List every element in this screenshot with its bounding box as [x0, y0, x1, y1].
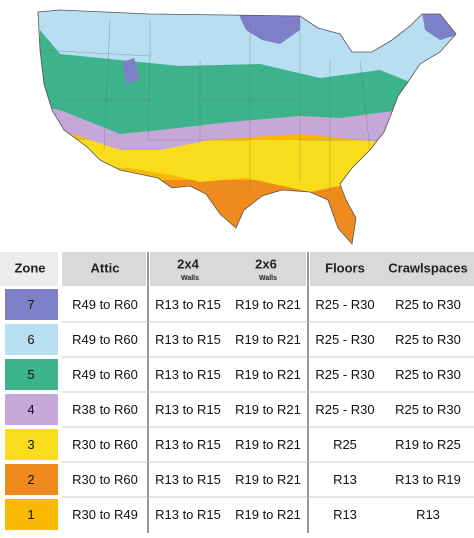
- map-zone: [38, 180, 456, 244]
- header-cell: [0, 252, 58, 286]
- zone-swatch: [5, 324, 58, 355]
- zone-swatch: [5, 464, 58, 495]
- cell-walls-2x4: R13 to R15: [155, 367, 221, 382]
- header-cell: [310, 252, 474, 286]
- cell-crawlspaces: R13: [416, 507, 440, 522]
- cell-walls-2x4: R13 to R15: [155, 472, 221, 487]
- zone-swatch: [5, 499, 58, 530]
- cell-walls-2x4: R13 to R15: [155, 437, 221, 452]
- cell-attic: R49 to R60: [72, 297, 138, 312]
- zone-label: 3: [27, 437, 34, 452]
- cell-floors: R13: [333, 472, 357, 487]
- cell-walls-2x6: R19 to R21: [235, 437, 301, 452]
- cell-attic: R38 to R60: [72, 402, 138, 417]
- cell-floors: R25: [333, 437, 357, 452]
- zone-label: 6: [27, 332, 34, 347]
- cell-crawlspaces: R25 to R30: [395, 332, 461, 347]
- cell-walls-2x4: R13 to R15: [155, 507, 221, 522]
- header-2x6-sub: Walls: [259, 275, 277, 282]
- header-cell: [62, 252, 146, 286]
- climate-map: [38, 10, 456, 244]
- cell-attic: R30 to R60: [72, 472, 138, 487]
- header-2x6: 2x6: [255, 256, 277, 271]
- zone-label: 4: [27, 402, 34, 417]
- cell-crawlspaces: R19 to R25: [395, 437, 461, 452]
- cell-attic: R30 to R60: [72, 437, 138, 452]
- zone-label: 2: [27, 472, 34, 487]
- header-cell: [150, 252, 306, 286]
- cell-walls-2x6: R19 to R21: [235, 367, 301, 382]
- cell-attic: R49 to R60: [72, 367, 138, 382]
- header-crawlspaces: Crawlspaces: [388, 260, 468, 275]
- cell-crawlspaces: R13 to R19: [395, 472, 461, 487]
- cell-walls-2x4: R13 to R15: [155, 332, 221, 347]
- header-2x4-sub: Walls: [181, 275, 199, 282]
- zone-swatch: [5, 359, 58, 390]
- cell-walls-2x6: R19 to R21: [235, 332, 301, 347]
- cell-floors: R25 - R30: [315, 332, 374, 347]
- cell-attic: R49 to R60: [72, 332, 138, 347]
- cell-floors: R13: [333, 507, 357, 522]
- cell-walls-2x6: R19 to R21: [235, 472, 301, 487]
- cell-floors: R25 - R30: [315, 402, 374, 417]
- cell-walls-2x6: R19 to R21: [235, 402, 301, 417]
- map-zone: [122, 58, 140, 84]
- cell-crawlspaces: R25 to R30: [395, 402, 461, 417]
- zone-label: 5: [27, 367, 34, 382]
- header-floors: Floors: [325, 260, 365, 275]
- zone-swatch: [5, 289, 58, 320]
- zone-swatch: [5, 394, 58, 425]
- zone-label: 1: [27, 507, 34, 522]
- cell-walls-2x4: R13 to R15: [155, 402, 221, 417]
- cell-attic: R30 to R49: [72, 507, 138, 522]
- header-zone: Zone: [14, 260, 45, 275]
- map-outline: [37, 9, 457, 245]
- header-attic: Attic: [91, 260, 120, 275]
- cell-crawlspaces: R25 to R30: [395, 297, 461, 312]
- cell-walls-2x6: R19 to R21: [235, 507, 301, 522]
- map-zone: [38, 10, 40, 60]
- cell-walls-2x6: R19 to R21: [235, 297, 301, 312]
- header-2x4: 2x4: [177, 256, 199, 271]
- cell-floors: R25 - R30: [315, 367, 374, 382]
- zone-swatch: [5, 429, 58, 460]
- cell-floors: R25 - R30: [315, 297, 374, 312]
- cell-crawlspaces: R25 to R30: [395, 367, 461, 382]
- zone-label: 7: [27, 297, 34, 312]
- cell-walls-2x4: R13 to R15: [155, 297, 221, 312]
- table-body: 7 R49 to R60 R13 to R15 R19 to R21 R25 - R30…: [5, 289, 474, 530]
